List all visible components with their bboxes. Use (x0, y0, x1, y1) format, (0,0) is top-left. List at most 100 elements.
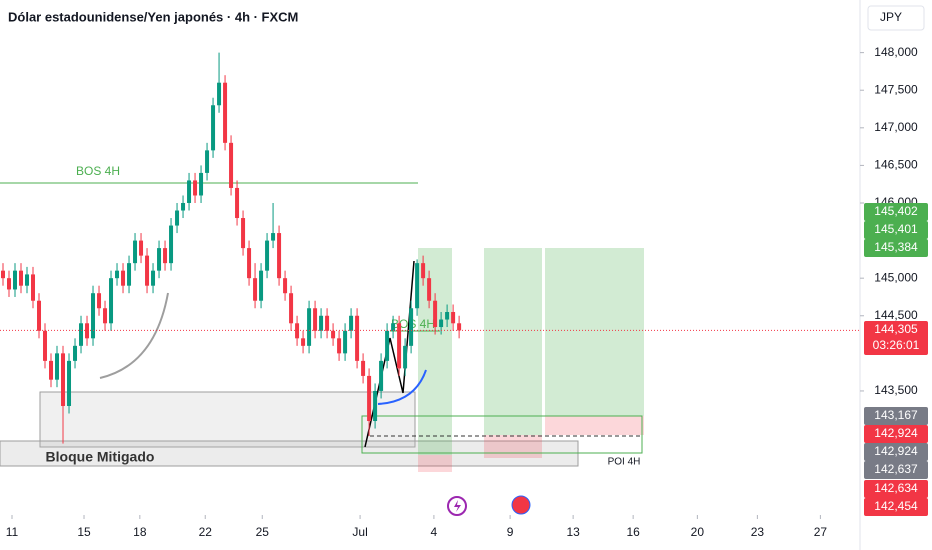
price-tag-label: 143,167 (874, 408, 918, 422)
y-tick-label: 146,500 (874, 158, 918, 172)
zone-box (39, 391, 416, 448)
candle-body (319, 315, 324, 331)
candle-body (415, 263, 420, 309)
candle-body (145, 255, 150, 286)
y-tick-label: 143,500 (874, 383, 918, 397)
stop-zone (484, 435, 542, 458)
candle-body (13, 270, 18, 290)
price-tag (864, 443, 928, 461)
x-tick-label: 16 (626, 525, 640, 539)
candle-body (43, 330, 48, 361)
event-icon[interactable] (511, 495, 531, 515)
x-tick-label: 23 (751, 525, 765, 539)
price-tag (864, 425, 928, 443)
candle-body (265, 240, 270, 271)
candle-body (247, 248, 252, 279)
price-tag-label: 144,305 (874, 322, 918, 336)
candle-body (199, 172, 204, 196)
candle-body (139, 240, 144, 256)
annotation: BOS 4H (76, 164, 120, 178)
price-tag-label: 145,384 (874, 240, 918, 254)
candle-body (433, 300, 438, 328)
candle-body (121, 270, 126, 286)
y-tick-label: 148,000 (874, 45, 918, 59)
price-tag (864, 221, 928, 239)
candle-body (367, 375, 372, 422)
candle-body (427, 278, 432, 301)
candle-body (391, 323, 396, 331)
x-tick-label: 22 (199, 525, 213, 539)
candle-body (55, 353, 60, 380)
y-tick-label: 147,000 (874, 120, 918, 134)
currency: JPY (880, 10, 902, 24)
candle-body (289, 293, 294, 324)
candle-body (361, 360, 366, 376)
candle-body (277, 233, 282, 279)
candle-body (79, 323, 84, 346)
candle-body (193, 180, 198, 196)
price-tag-label: 142,454 (874, 499, 918, 513)
candle-body (307, 308, 312, 346)
candle-body (397, 323, 402, 369)
curve (377, 369, 427, 405)
currency-button[interactable] (867, 5, 925, 31)
candle-body (409, 308, 414, 346)
candle-body (379, 360, 384, 391)
x-tick-label: 27 (814, 525, 828, 539)
candle-body (115, 270, 120, 279)
candle-body (163, 248, 168, 264)
price-tag-label: 145,401 (874, 222, 918, 236)
candle-body (169, 225, 174, 264)
candle-body (457, 323, 462, 331)
candle-body (301, 338, 306, 346)
candle-body (385, 330, 390, 361)
candle-body (37, 300, 42, 331)
candle-body (133, 240, 138, 264)
candle-body (31, 274, 36, 301)
candle-body (49, 360, 54, 380)
x-tick-label: 15 (77, 525, 91, 539)
candle-body (313, 308, 318, 331)
target-zone (545, 248, 644, 416)
x-tick-label: 13 (566, 525, 580, 539)
curve (99, 292, 169, 379)
y-tick-label: 147,500 (874, 82, 918, 96)
annotation: POI 4H (608, 457, 641, 468)
candle-body (445, 312, 450, 320)
stop-zone (418, 455, 452, 472)
candle-body (175, 210, 180, 226)
drawings: BOS 4H BOS 4H Bloque Mitigado POI 4H (0, 164, 644, 516)
x-tick-label: 18 (133, 525, 147, 539)
candle-body (253, 278, 258, 301)
x-tick-label: 20 (691, 525, 705, 539)
y-tick-label: 145,000 (874, 270, 918, 284)
price-tag (864, 203, 928, 221)
candle-body (61, 353, 66, 406)
price-tag (864, 407, 928, 425)
price-tag (864, 321, 928, 355)
x-tick-label: 9 (507, 525, 514, 539)
y-tick-label: 144,500 (874, 308, 918, 322)
target-zone (484, 248, 542, 435)
price-tag-label: 142,924 (874, 426, 918, 440)
candle-body (355, 315, 360, 361)
candle-body (331, 330, 336, 339)
candle-body (235, 187, 240, 219)
candle-body (421, 263, 426, 279)
candle-body (67, 360, 72, 406)
candle-body (1, 270, 6, 279)
candle-body (451, 312, 456, 324)
poi-box (361, 415, 643, 454)
candle-body (19, 270, 24, 286)
candle-body (97, 293, 102, 309)
price-tag-label: 142,637 (874, 462, 918, 476)
price-tag-label: 142,634 (874, 481, 918, 495)
candle-body (403, 345, 408, 369)
candle-body (91, 293, 96, 339)
candle-body (151, 270, 156, 286)
candle-body (217, 82, 222, 106)
candle-body (109, 278, 114, 324)
